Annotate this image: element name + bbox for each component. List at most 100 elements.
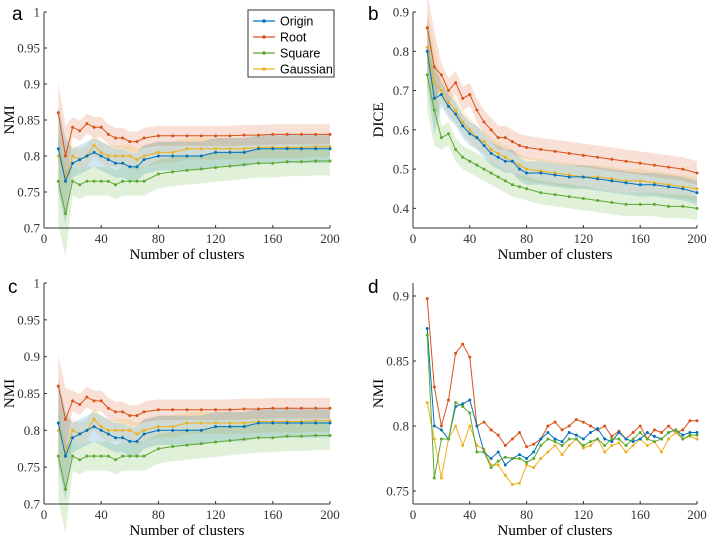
- data-point-origin: [638, 183, 642, 187]
- data-point-gaussian: [171, 150, 175, 154]
- panel-a: a 0 40 80 120 160 200 0.7 0.75 0.8 0.85 0.9 0.95 1 Num…: [2, 4, 340, 263]
- data-point-square: [185, 168, 189, 172]
- data-point-gaussian: [567, 444, 571, 447]
- band-root: [58, 355, 331, 451]
- data-point-origin: [667, 185, 671, 189]
- data-point-origin: [171, 428, 175, 432]
- x-axis-label: Number of clusters: [498, 523, 613, 538]
- data-point-square: [695, 206, 699, 210]
- data-point-root: [135, 140, 139, 144]
- data-point-square: [271, 161, 275, 165]
- data-point-origin: [610, 440, 614, 444]
- band-gaussian: [58, 397, 331, 486]
- data-point-square: [121, 179, 125, 183]
- data-point-origin: [106, 432, 110, 436]
- data-point-root: [447, 398, 450, 402]
- data-point-gaussian: [503, 473, 507, 477]
- data-point-square: [285, 160, 289, 164]
- data-point-root: [667, 165, 671, 169]
- data-point-gaussian: [425, 45, 429, 49]
- data-point-square: [128, 179, 132, 183]
- x-tick-label: 200: [687, 231, 707, 246]
- data-point-origin: [454, 112, 458, 116]
- data-point-root: [328, 132, 332, 136]
- data-point-origin: [185, 154, 189, 158]
- data-point-root: [567, 151, 571, 155]
- data-point-root: [581, 153, 585, 157]
- x-tick-label: 120: [574, 231, 594, 246]
- data-point-gaussian: [71, 428, 75, 432]
- data-point-square: [199, 442, 203, 446]
- data-point-root: [106, 132, 110, 136]
- data-point-square: [525, 187, 529, 191]
- data-point-square: [510, 183, 514, 187]
- data-point-gaussian: [518, 163, 521, 167]
- data-point-origin: [314, 421, 318, 425]
- data-point-square: [78, 183, 82, 187]
- panel-d: d 0 40 80 120 160 200 0.75 0.8 0.85 0.9 Number of c…: [368, 277, 707, 538]
- data-point-gaussian: [328, 145, 332, 149]
- data-point-square: [574, 437, 578, 441]
- data-point-square: [617, 437, 621, 441]
- data-point-root: [581, 420, 585, 424]
- x-axis-label: Number of clusters: [498, 247, 613, 263]
- legend-marker-square: [262, 51, 266, 55]
- data-point-root: [688, 419, 692, 423]
- data-point-origin: [617, 431, 621, 434]
- data-point-square: [539, 444, 543, 447]
- data-point-square: [135, 179, 139, 183]
- data-point-root: [532, 442, 536, 446]
- data-point-root: [567, 424, 571, 428]
- x-tick-label: 40: [95, 231, 108, 246]
- data-point-gaussian: [432, 437, 436, 441]
- data-point-root: [156, 408, 160, 412]
- data-point-root: [99, 125, 103, 129]
- data-point-origin: [468, 398, 472, 402]
- data-point-root: [603, 424, 607, 428]
- data-point-square: [468, 411, 472, 415]
- x-tick-label: 120: [206, 231, 226, 246]
- data-point-square: [652, 440, 656, 444]
- data-point-square: [142, 454, 146, 458]
- data-point-square: [214, 440, 218, 444]
- data-point-square: [589, 440, 592, 444]
- data-point-square: [610, 200, 614, 204]
- data-point-root: [482, 420, 486, 424]
- data-point-gaussian: [92, 143, 96, 147]
- data-point-origin: [142, 158, 146, 162]
- data-point-origin: [92, 150, 96, 154]
- data-point-gaussian: [135, 158, 139, 162]
- data-point-origin: [92, 425, 96, 429]
- data-point-origin: [328, 147, 332, 151]
- panel-letter: a: [12, 4, 23, 25]
- band-gaussian: [427, 12, 697, 201]
- data-point-square: [85, 179, 89, 183]
- data-point-root: [156, 134, 160, 138]
- data-point-origin: [631, 440, 635, 444]
- data-point-origin: [228, 150, 232, 154]
- data-point-root: [121, 410, 125, 414]
- data-point-origin: [553, 173, 557, 177]
- data-point-origin: [560, 440, 564, 444]
- data-point-square: [71, 454, 75, 458]
- data-point-root: [285, 406, 289, 410]
- y-tick-label: 0.9: [393, 5, 409, 20]
- x-axis-label: Number of clusters: [130, 247, 245, 263]
- series-line-root: [426, 298, 697, 448]
- data-point-root: [106, 406, 110, 410]
- data-point-square: [489, 171, 493, 175]
- band-gaussian: [58, 123, 331, 210]
- data-point-square: [199, 167, 203, 171]
- data-point-gaussian: [624, 450, 628, 454]
- data-point-gaussian: [539, 457, 543, 460]
- data-point-root: [525, 145, 529, 149]
- data-point-root: [574, 418, 578, 421]
- data-point-origin: [510, 159, 514, 163]
- data-point-origin: [475, 136, 479, 140]
- data-point-root: [228, 134, 232, 138]
- panel-letter: d: [368, 277, 379, 298]
- data-point-origin: [518, 453, 521, 457]
- data-point-root: [596, 155, 600, 159]
- data-point-square: [525, 460, 529, 464]
